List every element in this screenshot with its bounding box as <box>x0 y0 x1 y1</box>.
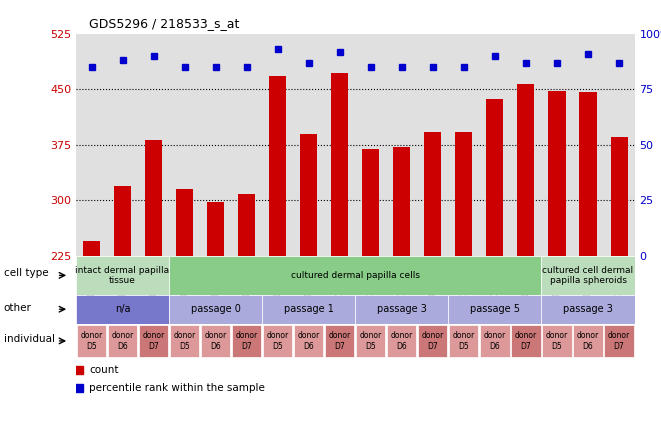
Text: GDS5296 / 218533_s_at: GDS5296 / 218533_s_at <box>89 16 239 30</box>
Text: cell type: cell type <box>4 269 48 278</box>
Bar <box>145 140 162 423</box>
Text: donor
D6: donor D6 <box>391 331 413 351</box>
Bar <box>486 99 504 423</box>
Text: donor
D6: donor D6 <box>112 331 134 351</box>
Bar <box>541 295 635 324</box>
Bar <box>269 76 286 423</box>
Bar <box>114 186 131 423</box>
Bar <box>238 195 255 423</box>
Text: intact dermal papilla
tissue: intact dermal papilla tissue <box>75 266 170 285</box>
Text: individual: individual <box>4 334 55 344</box>
Text: donor
D7: donor D7 <box>235 331 258 351</box>
Text: donor
D5: donor D5 <box>173 331 196 351</box>
Text: passage 3: passage 3 <box>377 304 427 314</box>
Text: donor
D6: donor D6 <box>204 331 227 351</box>
Bar <box>169 256 541 295</box>
Bar <box>76 295 169 324</box>
Text: donor
D7: donor D7 <box>143 331 165 351</box>
Text: donor
D7: donor D7 <box>515 331 537 351</box>
Bar <box>300 134 317 423</box>
Bar <box>574 325 603 357</box>
Bar <box>263 325 292 357</box>
Text: donor
D7: donor D7 <box>422 331 444 351</box>
Bar <box>108 325 137 357</box>
Text: count: count <box>89 365 119 376</box>
Bar <box>512 325 541 357</box>
Bar <box>449 325 479 357</box>
Bar <box>201 325 230 357</box>
Bar <box>455 132 473 423</box>
Bar <box>387 325 416 357</box>
Text: passage 3: passage 3 <box>563 304 613 314</box>
Bar <box>448 295 541 324</box>
Text: donor
D7: donor D7 <box>329 331 351 351</box>
Bar <box>207 202 224 423</box>
Bar <box>331 73 348 423</box>
Bar <box>518 84 535 423</box>
Bar <box>549 91 566 423</box>
Bar <box>604 325 634 357</box>
Text: donor
D5: donor D5 <box>81 331 102 351</box>
Text: passage 1: passage 1 <box>284 304 334 314</box>
Text: donor
D6: donor D6 <box>577 331 599 351</box>
Text: donor
D7: donor D7 <box>608 331 630 351</box>
Bar <box>176 190 193 423</box>
Bar <box>424 132 442 423</box>
Bar <box>580 92 596 423</box>
Bar <box>76 256 169 295</box>
Bar <box>418 325 447 357</box>
Text: percentile rank within the sample: percentile rank within the sample <box>89 383 265 393</box>
Text: passage 0: passage 0 <box>191 304 241 314</box>
Text: donor
D6: donor D6 <box>484 331 506 351</box>
Bar <box>83 241 100 423</box>
Text: passage 5: passage 5 <box>470 304 520 314</box>
Bar <box>393 147 410 423</box>
Bar <box>325 325 354 357</box>
Text: other: other <box>4 303 32 313</box>
Text: donor
D5: donor D5 <box>453 331 475 351</box>
Bar <box>362 148 379 423</box>
Text: donor
D6: donor D6 <box>297 331 320 351</box>
Bar <box>611 137 627 423</box>
Bar <box>356 295 448 324</box>
Bar <box>356 325 385 357</box>
Bar <box>294 325 323 357</box>
Bar <box>481 325 510 357</box>
Bar <box>77 325 106 357</box>
Bar <box>262 295 356 324</box>
Bar <box>139 325 168 357</box>
Text: cultured dermal papilla cells: cultured dermal papilla cells <box>291 271 420 280</box>
Text: n/a: n/a <box>115 304 130 314</box>
Bar <box>169 295 262 324</box>
Text: cultured cell dermal
papilla spheroids: cultured cell dermal papilla spheroids <box>543 266 634 285</box>
Text: donor
D5: donor D5 <box>266 331 289 351</box>
Bar <box>541 256 635 295</box>
Bar <box>543 325 572 357</box>
Text: donor
D5: donor D5 <box>546 331 568 351</box>
Bar <box>170 325 199 357</box>
Bar <box>232 325 261 357</box>
Text: donor
D5: donor D5 <box>360 331 382 351</box>
